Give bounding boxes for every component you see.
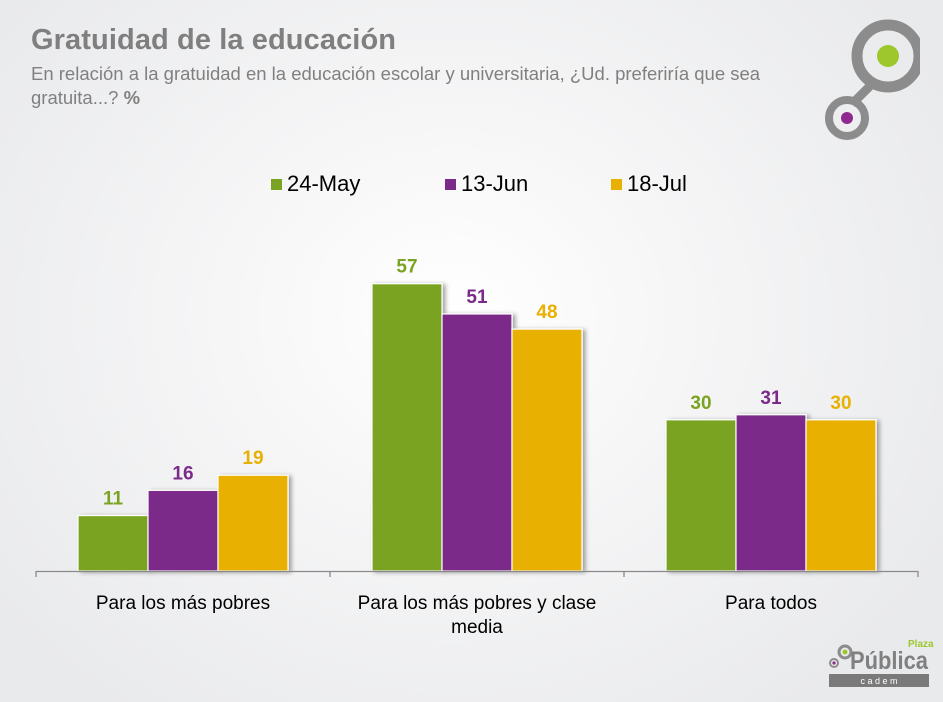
bar-24-may-para-todos — [665, 419, 737, 572]
data-labels: 11 16 19 57 51 48 30 31 30 — [103, 257, 852, 510]
bar-18-jul-para-los-mas-pobres — [217, 474, 289, 572]
legend-swatch-13-jun — [445, 178, 456, 190]
category-label-para-los-mas-pobres: Para los más pobres — [96, 593, 270, 614]
data-label-24-may-para-los-mas-pobres: 11 — [103, 489, 124, 510]
category-labels: Para los más pobres Para los más pobres y… — [96, 593, 817, 638]
legend-item-18-jul: 18-Jul — [611, 171, 687, 197]
bar-13-jun-para-todos — [735, 414, 807, 572]
logo-bottom-purple-dot — [832, 661, 836, 665]
category-label-line: Para los más pobres — [96, 593, 270, 614]
logo-purple-dot — [841, 112, 853, 124]
bar-18-jul-para-los-mas-pobres-y-clase-media — [511, 328, 583, 572]
brand-logo-icon — [825, 19, 920, 140]
data-label-18-jul-para-todos: 30 — [830, 393, 851, 414]
chart-legend: 24-May 13-Jun 18-Jul — [0, 171, 943, 197]
legend-label-18-jul: 18-Jul — [627, 171, 687, 196]
category-label-para-los-mas-pobres-y-clase-media: Para los más pobres y clase media — [358, 593, 597, 638]
data-label-18-jul-para-los-mas-pobres: 19 — [242, 448, 263, 469]
data-label-24-may-para-todos: 30 — [690, 393, 711, 414]
logo-publica-text: Pública — [850, 647, 929, 675]
logo-bottom-small-ring — [829, 658, 839, 668]
legend-label-13-jun: 13-Jun — [461, 171, 529, 196]
legend-swatch-18-jul — [611, 178, 622, 190]
logo-cadem-bar — [829, 674, 929, 687]
legend-label-24-may: 24-May — [287, 171, 361, 196]
logo-plaza-text: Plaza — [908, 639, 934, 650]
bars-layer — [77, 283, 877, 572]
category-label-line: Para todos — [725, 593, 817, 614]
bar-24-may-para-los-mas-pobres-y-clase-media — [371, 283, 443, 572]
logo-green-dot — [877, 45, 899, 67]
category-label-line: media — [451, 617, 503, 638]
subtitle-text: En relación a la gratuidad en la educaci… — [31, 63, 761, 108]
legend-item-24-may: 24-May — [271, 171, 360, 197]
data-label-13-jun-para-los-mas-pobres-y-clase-media: 51 — [466, 287, 488, 308]
legend-swatch-24-may — [271, 178, 282, 190]
data-label-18-jul-para-los-mas-pobres-y-clase-media: 48 — [536, 302, 557, 323]
logo-cadem-text: c a d e m — [860, 676, 897, 686]
logo-bottom-ring-icon — [837, 644, 853, 660]
plaza-publica-cadem-logo: Plaza Pública c a d e m — [829, 639, 934, 687]
chart-title: Gratuidad de la educación — [31, 24, 397, 56]
bar-13-jun-para-los-mas-pobres-y-clase-media — [441, 313, 513, 572]
category-label-line: Para los más pobres y clase — [358, 593, 597, 614]
data-label-13-jun-para-todos: 31 — [760, 388, 782, 409]
bar-24-may-para-los-mas-pobres — [77, 514, 149, 572]
logo-small-ring — [825, 96, 869, 140]
data-label-24-may-para-los-mas-pobres-y-clase-media: 57 — [396, 257, 417, 278]
legend-item-13-jun: 13-Jun — [445, 171, 528, 197]
x-axis — [35, 570, 919, 577]
chart-subtitle: En relación a la gratuidad en la educaci… — [31, 62, 791, 110]
bar-13-jun-para-los-mas-pobres — [147, 489, 219, 572]
logo-bottom-green-dot — [842, 649, 848, 655]
category-label-para-todos: Para todos — [725, 593, 817, 614]
subtitle-unit: % — [123, 87, 141, 108]
bar-18-jul-para-todos — [805, 419, 877, 572]
data-label-13-jun-para-los-mas-pobres: 16 — [172, 463, 193, 484]
logo-big-ring — [851, 19, 920, 93]
